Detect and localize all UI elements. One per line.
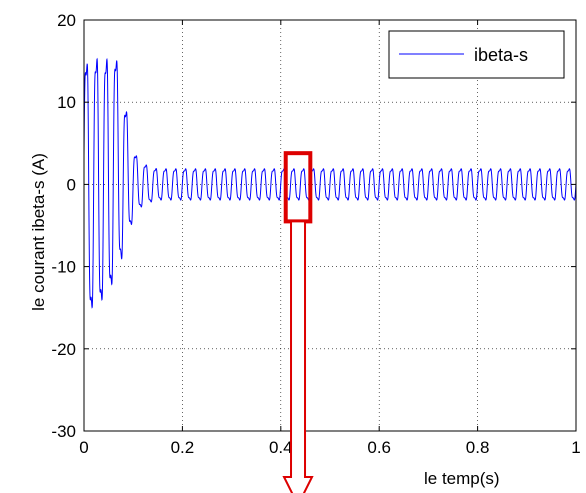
y-tick-label: 10 — [57, 93, 76, 112]
axes-box — [83, 19, 577, 432]
y-tick-label: 0 — [67, 175, 76, 194]
grid-lines — [84, 20, 576, 431]
zoom-annotation — [282, 151, 314, 493]
series-layer — [83, 57, 577, 309]
y-tick-label: -30 — [51, 422, 76, 441]
x-tick-label: 0 — [79, 438, 88, 457]
legend-label-ibeta-s: ibeta-s — [474, 45, 528, 65]
plot-area — [84, 20, 576, 431]
y-axis-label: le courant ibeta-s (A) — [29, 153, 48, 311]
x-tick-label: 0.2 — [171, 438, 195, 457]
x-axis-label: le temp(s) — [424, 469, 500, 488]
legend-box — [388, 30, 565, 79]
x-tick-label: 0.8 — [466, 438, 490, 457]
y-tick-label: -10 — [51, 258, 76, 277]
tick-marks — [83, 19, 577, 432]
x-tick-label: 1 — [571, 438, 580, 457]
x-tick-label: 0.4 — [269, 438, 293, 457]
y-tick-label: 20 — [57, 11, 76, 30]
x-tick-label: 0.6 — [367, 438, 391, 457]
legend: ibeta-s — [388, 30, 565, 79]
tick-labels: 0 0.2 0.4 0.6 0.8 1 -30 -20 -10 0 10 20 — [51, 11, 580, 457]
zoom-arrow — [282, 220, 314, 493]
y-tick-label: -20 — [51, 340, 76, 359]
series-line-ibeta-s — [83, 57, 577, 309]
